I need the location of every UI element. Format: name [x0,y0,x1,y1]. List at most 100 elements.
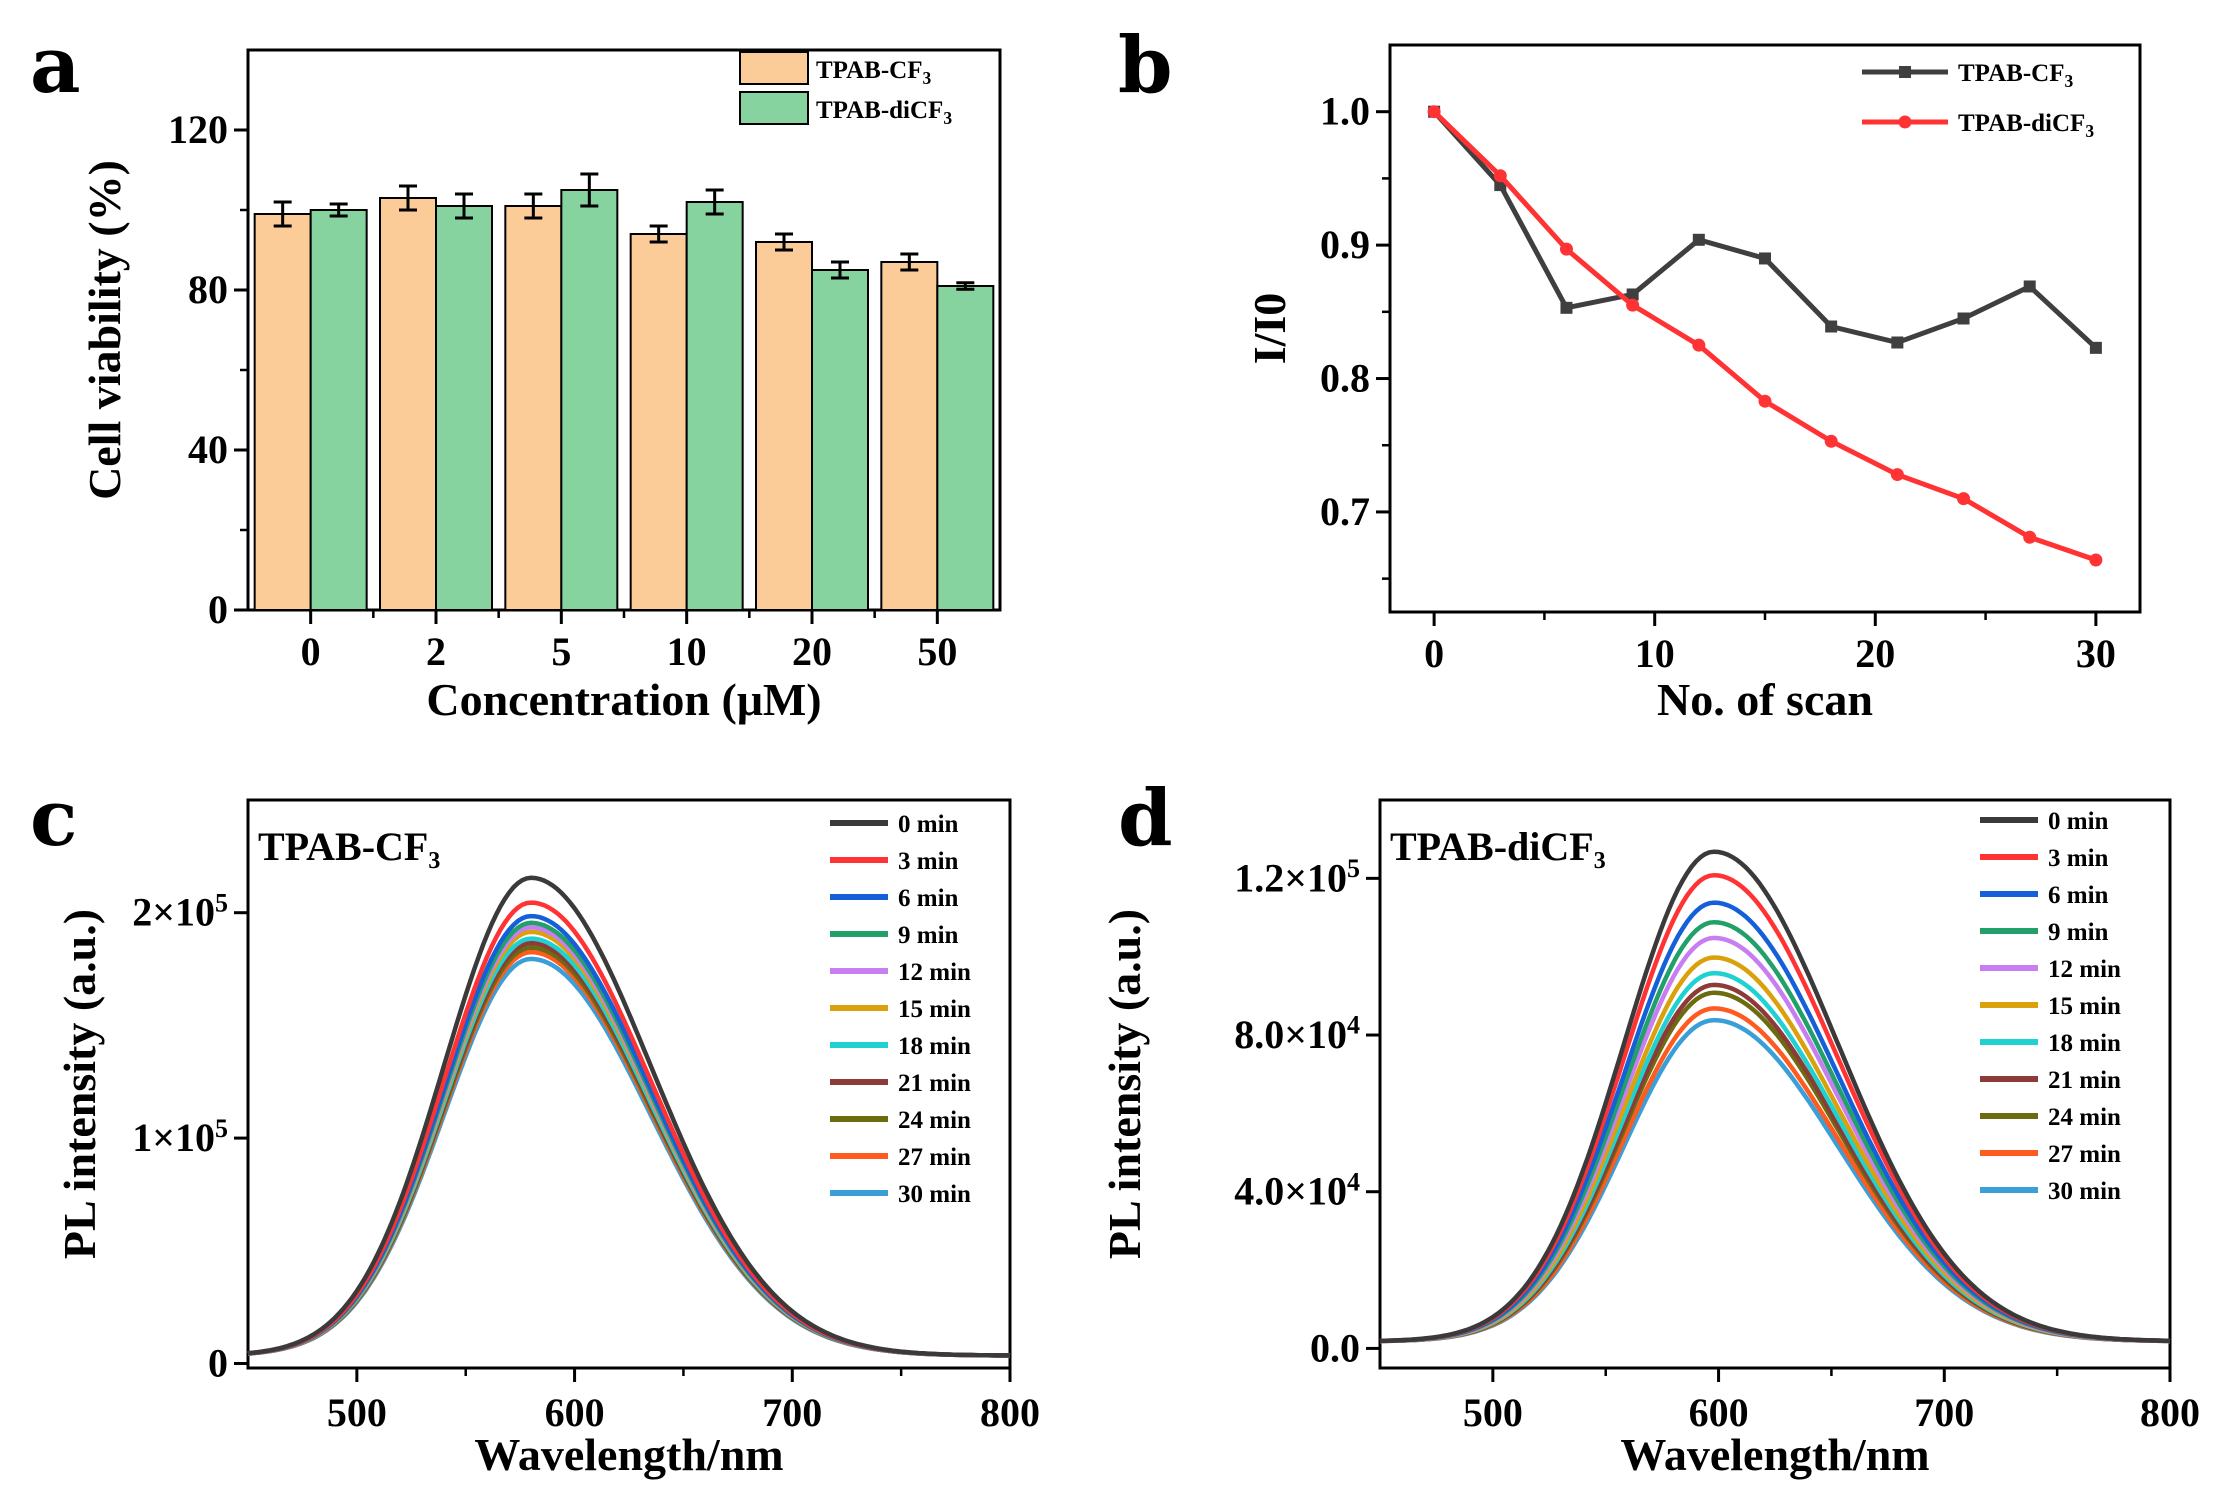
legend-label: 27 min [2048,1141,2121,1168]
bar [880,261,939,611]
x-tick-label: 800 [980,1390,1040,1435]
legend-label: TPAB-diCF3 [1958,110,2094,141]
legend-marker [1899,66,1911,78]
spectrum-line [1379,849,2171,1344]
spectrum-line [247,900,1011,1358]
y-tick-label: 0.8 [1320,356,1370,401]
legend-label: 24 min [898,1107,971,1134]
legend-swatch [739,91,809,125]
legend-label: 9 min [898,922,959,949]
legend-label: 15 min [2048,993,2121,1020]
x-tick-label: 700 [762,1390,822,1435]
bar [936,285,995,611]
y-axis-label: PL intensity (a.u.) [54,909,105,1259]
panel-letter-a: a [30,20,81,111]
panel-d: d 500 600 700 800 0.0 4.0×104 8.0×104 1.2×105 0 … [1099,773,2200,1480]
panel-letter-d: d [1118,773,1173,864]
legend-label: 30 min [2048,1178,2121,1205]
legend-label: 18 min [2048,1030,2121,1057]
data-point [1759,252,1771,265]
x-axis-label: Wavelength/nm [474,1429,783,1480]
panel-letter-c: c [30,773,78,864]
x-tick-label: 800 [2140,1390,2200,1435]
legend-label: 6 min [898,885,959,912]
legend-label: 0 min [2048,808,2109,835]
bar [379,197,437,611]
y-tick-label: 80 [188,267,228,312]
x-tick-label: 2 [426,629,446,674]
legend-label: TPAB-diCF3 [816,97,952,128]
x-tick-label: 700 [1914,1390,1974,1435]
data-point [1692,338,1706,352]
series-line [1432,109,2097,563]
legend-label: 21 min [2048,1067,2121,1094]
data-point [1891,336,1904,349]
x-axis-label: No. of scan [1657,674,1873,725]
data-point [1427,105,1441,119]
bar [253,213,312,611]
legend-label: 30 min [898,1181,971,1208]
y-tick-label: 0 [208,587,228,632]
series-line [1432,110,2098,350]
data-point [2023,280,2036,293]
x-tick-label: 20 [792,629,832,674]
x-tick-label: 10 [1635,631,1675,676]
data-point [2089,341,2102,354]
x-axis-label: Wavelength/nm [1620,1429,1929,1480]
panel-c: c 500 600 700 800 0 1×105 2×105 0 min 3 min 6 min… [30,773,1040,1480]
legend-label: 3 min [2048,845,2109,872]
x-tick-label: 50 [917,629,957,674]
legend-label: 21 min [898,1070,971,1097]
plot-frame [246,798,1012,1370]
legend-label: TPAB-CF3 [1958,60,2073,91]
bar [755,241,813,611]
legend-label: 15 min [898,996,971,1023]
data-point [1560,301,1573,314]
data-point [1758,394,1772,408]
data-point [1957,312,1970,325]
bar [629,233,688,611]
y-axis-label: PL intensity (a.u.) [1099,909,1150,1259]
legend-label: 12 min [2048,956,2121,983]
spectrum-line [247,875,1010,1358]
x-tick-label: 5 [551,629,571,674]
legend-label: 6 min [2048,882,2109,909]
x-tick-label: 10 [667,629,707,674]
plot-frame [1378,798,2172,1370]
y-tick-label: 0.7 [1320,489,1370,534]
data-point [1824,434,1838,448]
data-point [2089,553,2103,567]
y-tick-label: 8.0×104 [1234,1011,1360,1057]
x-tick-label: 500 [1463,1390,1523,1435]
x-tick-label: 500 [327,1390,387,1435]
y-axis-label: I/I0 [1244,293,1295,365]
x-tick-label: 20 [1855,631,1895,676]
y-tick-label: 1.0 [1320,89,1370,134]
legend-label: 3 min [898,848,959,875]
x-axis-label: Concentration (μM) [426,674,821,725]
panel-b: b 0 10 20 30 0.7 0.8 0.9 1.0 TPAB-CF3 TPAB-diCF3 N… [1118,20,2142,725]
data-point [1825,320,1838,333]
y-tick-label: 120 [168,107,228,152]
bar [309,209,368,611]
data-point [1890,468,1904,482]
bar [811,269,869,611]
y-tick-label: 1.2×105 [1234,854,1360,900]
y-axis-label: Cell viability (%) [79,160,130,500]
data-point [1692,233,1705,246]
bar [560,189,619,611]
legend-swatch [739,51,809,85]
data-point [1493,169,1507,183]
data-point [1957,492,1971,506]
panel-a: a 0 40 80 120 0 2 5 10 20 50 TPAB-CF3 TPAB-diCF3 Con… [30,20,1002,725]
y-tick-label: 0.9 [1320,222,1370,267]
x-tick-label: 30 [2076,631,2116,676]
y-tick-label: 1×105 [132,1114,228,1160]
x-tick-label: 0 [301,629,321,674]
x-tick-label: 0 [1424,631,1444,676]
legend-label: 18 min [898,1033,971,1060]
chart-title: TPAB-diCF₃ [1390,824,1606,869]
legend-label: TPAB-CF3 [816,57,931,88]
legend-label: 27 min [898,1144,971,1171]
